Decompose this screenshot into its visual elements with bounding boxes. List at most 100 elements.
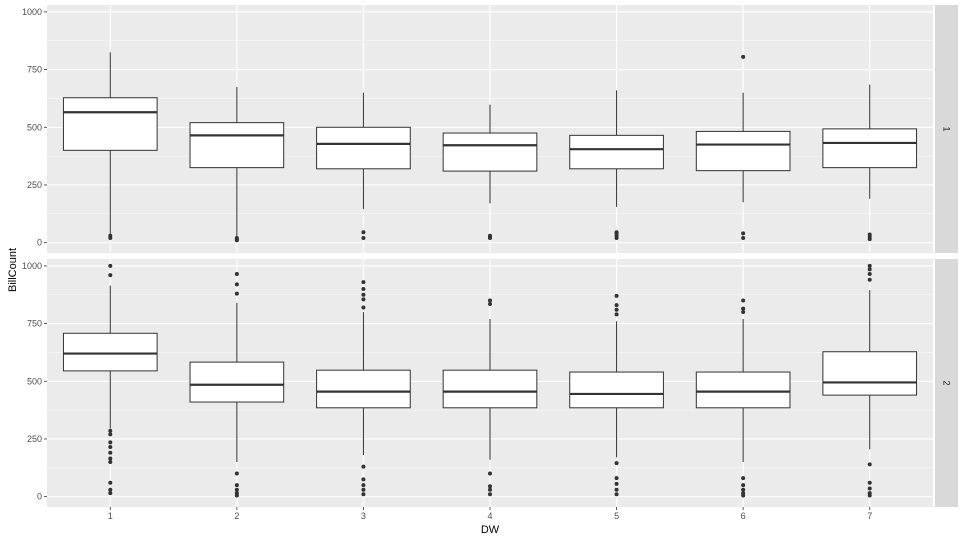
y-tick-label: 250 xyxy=(27,434,42,444)
outlier-point xyxy=(488,487,492,492)
y-tick-label: 750 xyxy=(27,65,42,75)
y-tick-label: 1000 xyxy=(22,7,42,17)
box-2 xyxy=(189,271,285,498)
y-tick-label: 500 xyxy=(27,376,42,386)
x-tick-label: 4 xyxy=(487,511,492,521)
outlier-point xyxy=(488,471,492,476)
box-6 xyxy=(695,54,791,241)
facet-strip xyxy=(935,5,958,253)
box-7 xyxy=(822,263,918,498)
box-4 xyxy=(442,298,538,497)
facet-strip-label: 1 xyxy=(942,126,952,131)
outlier-point xyxy=(108,491,113,496)
outlier-point xyxy=(614,307,619,312)
outlier-point xyxy=(361,280,366,285)
outlier-point xyxy=(867,263,872,268)
outlier-point xyxy=(614,487,619,492)
outlier-point xyxy=(361,483,366,488)
box-7 xyxy=(822,84,918,242)
outlier-point xyxy=(867,493,872,498)
y-tick-label: 500 xyxy=(27,122,42,132)
y-tick-label: 1000 xyxy=(22,261,42,271)
outlier-point xyxy=(488,484,492,489)
outlier-point xyxy=(361,236,366,241)
outlier-point xyxy=(108,233,113,238)
box-iqr xyxy=(189,122,285,169)
outlier-point xyxy=(741,487,746,492)
outlier-point xyxy=(108,487,113,492)
outlier-point xyxy=(108,263,113,268)
x-tick-label: 2 xyxy=(234,511,239,521)
outlier-point xyxy=(614,461,619,466)
outlier-point xyxy=(108,440,113,445)
box-3 xyxy=(316,280,411,497)
y-tick-label: 250 xyxy=(27,180,42,190)
outlier-point xyxy=(741,493,746,498)
outlier-point xyxy=(234,291,239,296)
box-iqr xyxy=(442,132,538,172)
outlier-point xyxy=(614,312,619,317)
outlier-point xyxy=(614,230,619,235)
facet-strip-label: 2 xyxy=(942,380,952,385)
box-1 xyxy=(62,52,158,241)
outlier-point xyxy=(614,303,619,308)
facet-strip xyxy=(935,259,958,507)
outlier-point xyxy=(867,480,872,485)
outlier-point xyxy=(361,286,366,291)
outlier-point xyxy=(614,476,619,481)
outlier-point xyxy=(108,428,113,433)
box-5 xyxy=(569,90,664,241)
box-iqr xyxy=(316,126,411,170)
box-iqr xyxy=(189,361,285,403)
outlier-point xyxy=(108,450,113,455)
outlier-point xyxy=(867,277,872,282)
outlier-point xyxy=(614,293,619,298)
outlier-point xyxy=(108,480,113,485)
x-tick-label: 5 xyxy=(614,511,619,521)
box-iqr xyxy=(569,371,664,409)
y-tick-label: 750 xyxy=(27,319,42,329)
box-2 xyxy=(189,86,285,243)
box-iqr xyxy=(569,134,664,170)
outlier-point xyxy=(108,273,113,278)
box-4 xyxy=(442,104,538,241)
x-tick-label: 3 xyxy=(361,511,366,521)
y-tick-label: 0 xyxy=(37,492,42,502)
box-iqr xyxy=(62,97,158,151)
outlier-point xyxy=(234,471,239,476)
box-iqr xyxy=(316,369,411,409)
outlier-point xyxy=(741,54,746,59)
outlier-point xyxy=(108,432,113,437)
outlier-point xyxy=(361,297,366,302)
x-tick-label: 1 xyxy=(108,511,113,521)
outlier-point xyxy=(867,271,872,276)
outlier-point xyxy=(234,271,239,276)
outlier-point xyxy=(234,487,239,492)
outlier-point xyxy=(488,233,492,238)
outlier-point xyxy=(614,481,619,486)
x-tick-label: 7 xyxy=(867,511,872,521)
box-1 xyxy=(62,263,158,496)
outlier-point xyxy=(234,483,239,488)
outlier-point xyxy=(741,483,746,488)
outlier-point xyxy=(108,456,113,461)
outlier-point xyxy=(867,232,872,237)
outlier-point xyxy=(488,301,492,306)
outlier-point xyxy=(361,477,366,482)
box-5 xyxy=(569,293,664,497)
outlier-point xyxy=(361,487,366,492)
box-iqr xyxy=(695,371,791,409)
facet-panel-2: 0 250 500 750 1000 2 xyxy=(22,259,958,507)
outlier-point xyxy=(108,445,113,450)
outlier-point xyxy=(867,486,872,491)
box-3 xyxy=(316,92,411,241)
outlier-point xyxy=(361,292,366,297)
outlier-point xyxy=(234,493,239,498)
box-iqr xyxy=(62,332,158,372)
y-axis-title: BillCount xyxy=(7,248,19,292)
x-tick-label: 6 xyxy=(741,511,746,521)
y-tick-label: 0 xyxy=(37,238,42,248)
box-iqr xyxy=(695,130,791,172)
outlier-point xyxy=(488,298,492,303)
